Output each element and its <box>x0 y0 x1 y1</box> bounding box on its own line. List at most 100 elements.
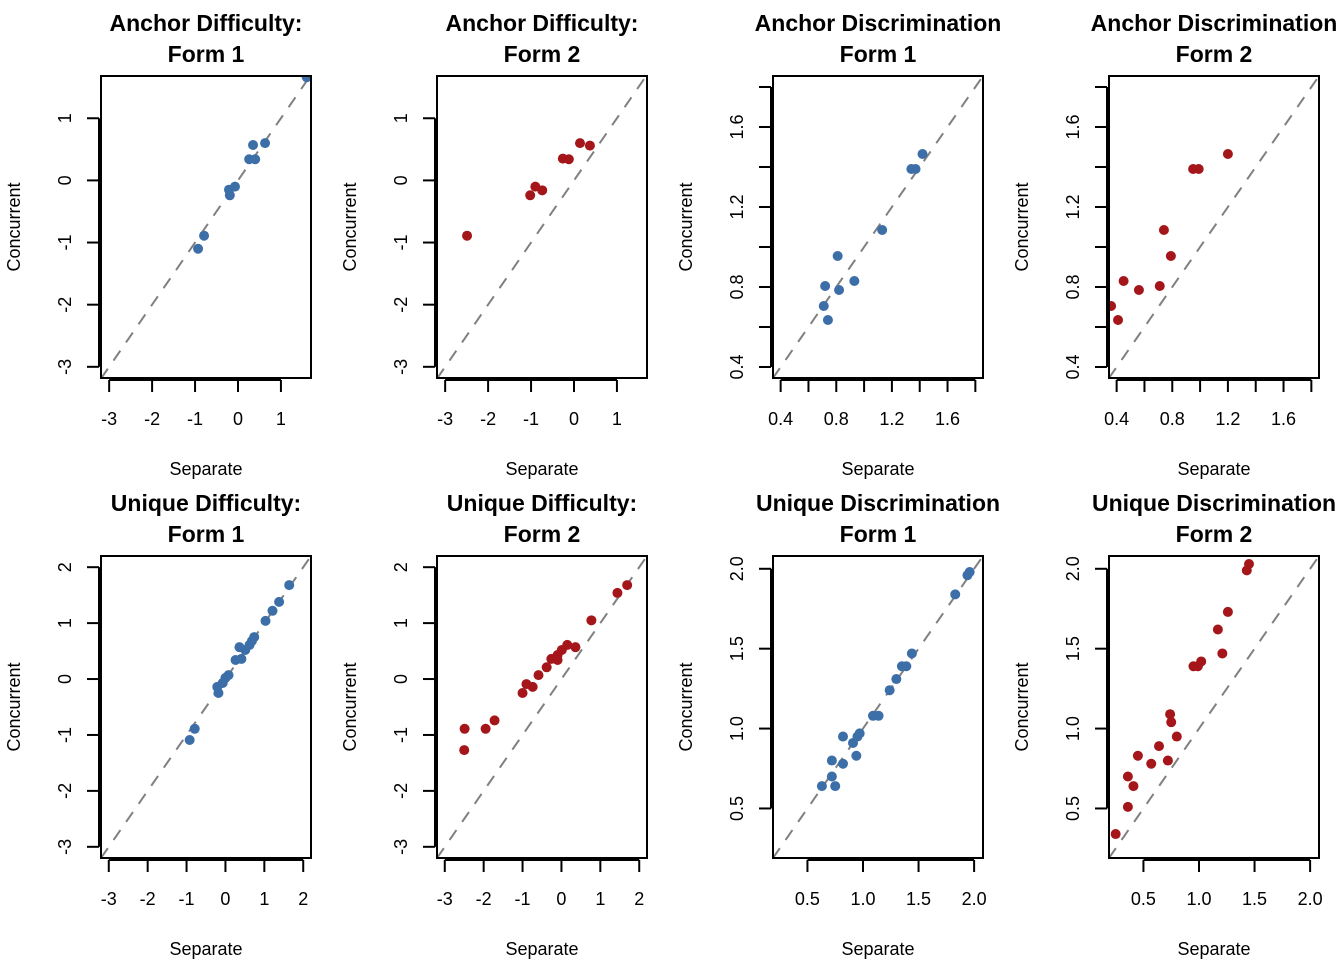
data-point <box>820 281 831 291</box>
y-tick-label: 1.6 <box>727 114 747 139</box>
data-point <box>818 301 829 311</box>
data-point <box>816 781 827 792</box>
data-point <box>541 662 552 673</box>
x-tick-label: 2 <box>298 889 308 909</box>
x-tick-label: 1.5 <box>906 889 931 909</box>
y-axis-label: Concurrent <box>676 182 696 271</box>
data-point <box>1162 755 1173 766</box>
reference-line-y-equals-x <box>437 76 647 378</box>
x-tick-label: 0 <box>233 409 243 429</box>
x-tick-label: 1.0 <box>850 889 875 909</box>
data-point <box>906 648 917 659</box>
data-point <box>1193 164 1204 174</box>
plot-frame <box>772 555 984 859</box>
y-axis-label: Concurrent <box>340 662 360 751</box>
reference-line-y-equals-x <box>437 556 647 858</box>
data-point <box>1113 315 1124 325</box>
y-tick-label: 1.5 <box>1063 636 1083 661</box>
data-point <box>1222 149 1233 159</box>
data-point <box>563 154 574 165</box>
plot-frame <box>100 75 312 379</box>
reference-line-y-equals-x <box>101 76 311 378</box>
data-point <box>570 642 581 653</box>
x-tick-label: 1.6 <box>935 409 960 429</box>
panel-5: Unique Difficulty: Form 1 -3 -2 -1 0 1 2 -3 -2 -1 0… <box>4 490 312 959</box>
data-point <box>248 139 259 150</box>
data-point <box>213 688 224 699</box>
data-point <box>459 723 470 734</box>
data-point <box>1165 251 1176 261</box>
data-point <box>234 642 245 653</box>
y-tick-label: 1.2 <box>727 194 747 219</box>
y-tick-label: 0 <box>391 674 411 684</box>
data-point <box>832 251 843 261</box>
panel-title-line: Unique Discrimination <box>1092 490 1336 516</box>
x-axis-label: Separate <box>505 459 578 479</box>
y-axis-label: Concurrent <box>4 182 24 271</box>
panel-title-line: Form 1 <box>168 521 245 547</box>
y-tick-label: -1 <box>391 727 411 743</box>
data-point <box>622 580 633 591</box>
data-point <box>575 138 586 149</box>
data-point <box>260 138 271 149</box>
data-point <box>459 745 470 756</box>
data-point <box>884 685 895 696</box>
data-point <box>230 655 241 666</box>
panel-title-line: Unique Difficulty: <box>111 490 301 516</box>
data-point <box>301 76 311 83</box>
y-tick-label: 0.4 <box>1063 354 1083 379</box>
y-tick-label: 0 <box>55 674 75 684</box>
x-tick-label: -1 <box>179 889 195 909</box>
data-point <box>1146 758 1157 769</box>
data-point <box>193 243 204 254</box>
y-tick-label: 0 <box>55 175 75 185</box>
data-point <box>830 781 841 792</box>
y-tick-label: 0.8 <box>1063 274 1083 299</box>
x-tick-label: -3 <box>101 409 117 429</box>
data-point <box>1122 771 1133 782</box>
x-axis-label: Separate <box>1177 459 1250 479</box>
reference-line-y-equals-x <box>101 556 311 858</box>
data-point <box>848 737 858 748</box>
y-tick-label: -2 <box>391 297 411 313</box>
y-tick-label: 2 <box>55 562 75 572</box>
y-tick-label: 0.4 <box>727 354 747 379</box>
plot-frame <box>436 75 648 379</box>
panel-title-line: Anchor Discrimination <box>1091 10 1338 36</box>
data-point <box>1132 750 1143 761</box>
data-point <box>224 190 235 201</box>
data-point <box>267 605 278 616</box>
x-tick-label: 1 <box>276 409 286 429</box>
y-tick-label: -1 <box>55 727 75 743</box>
x-tick-label: 1.5 <box>1242 889 1267 909</box>
panel-title-line: Form 2 <box>504 41 581 67</box>
data-point <box>489 715 500 726</box>
y-tick-label: 1 <box>55 618 75 628</box>
data-point <box>838 731 848 742</box>
reference-line-y-equals-x <box>1109 556 1319 858</box>
data-point <box>184 734 195 745</box>
x-axis-label: Separate <box>505 939 578 959</box>
data-point <box>1241 565 1252 576</box>
y-tick-label: 1.5 <box>727 636 747 661</box>
panel-2: Anchor Difficulty: Form 2 -3 -2 -1 0 1 -3 -2 -1 0 1… <box>340 10 648 479</box>
data-point <box>284 580 295 591</box>
data-point <box>1217 648 1228 659</box>
data-point <box>826 755 837 766</box>
data-point <box>533 670 544 681</box>
plot-frame <box>1108 75 1320 379</box>
y-tick-label: -3 <box>391 839 411 855</box>
data-point <box>1118 276 1129 286</box>
x-tick-label: 0 <box>220 889 230 909</box>
y-axis-label: Concurrent <box>1012 662 1032 751</box>
data-point <box>612 587 623 598</box>
y-tick-label: 2.0 <box>727 556 747 581</box>
y-tick-label: 0 <box>391 175 411 185</box>
x-axis-label: Separate <box>169 459 242 479</box>
panel-title-line: Unique Discrimination <box>756 490 1000 516</box>
x-tick-label: -2 <box>144 409 160 429</box>
data-point <box>834 285 845 295</box>
x-tick-label: -2 <box>480 409 496 429</box>
data-point <box>1222 606 1233 617</box>
x-tick-label: 1.2 <box>879 409 904 429</box>
